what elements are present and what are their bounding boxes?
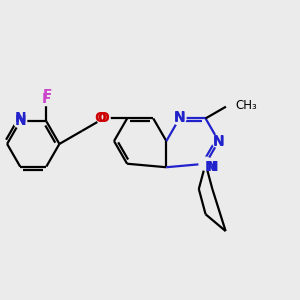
Text: F: F xyxy=(42,92,51,106)
Text: N: N xyxy=(213,135,224,149)
Text: N: N xyxy=(14,111,26,125)
Circle shape xyxy=(212,134,225,148)
Circle shape xyxy=(40,92,53,106)
Text: N: N xyxy=(174,110,185,124)
Text: O: O xyxy=(98,111,110,125)
Text: N: N xyxy=(205,160,217,174)
Circle shape xyxy=(97,112,110,125)
Text: N: N xyxy=(213,134,224,148)
Text: N: N xyxy=(14,114,26,128)
Circle shape xyxy=(14,115,27,128)
Text: O: O xyxy=(95,111,106,125)
Text: N: N xyxy=(206,160,218,174)
Text: CH₃: CH₃ xyxy=(235,99,256,112)
Text: N: N xyxy=(174,111,185,125)
Circle shape xyxy=(173,112,186,125)
Text: F: F xyxy=(43,88,52,102)
Circle shape xyxy=(199,157,212,170)
